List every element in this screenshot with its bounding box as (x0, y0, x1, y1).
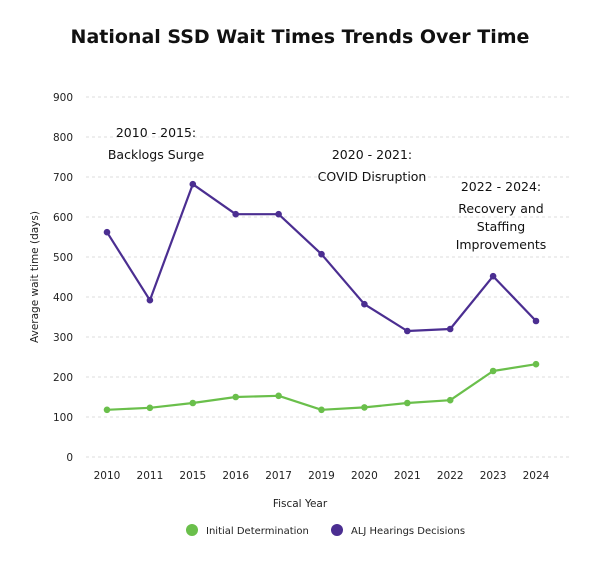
x-tick-label: 2010 (94, 470, 121, 482)
x-tick-label: 2019 (308, 470, 335, 482)
series-line (106, 363, 537, 411)
data-point (318, 250, 325, 258)
data-point (189, 399, 197, 407)
y-tick-label: 800 (53, 132, 73, 144)
data-point (103, 406, 111, 414)
y-tick-label: 100 (53, 412, 73, 424)
legend-swatch (331, 524, 343, 536)
annotation-line: 2022 - 2024: (461, 179, 541, 194)
data-point (532, 360, 540, 368)
data-point (146, 404, 154, 412)
annotation: 2020 - 2021: COVID Disruption (318, 147, 427, 184)
annotation-line: Backlogs Surge (108, 147, 205, 162)
y-axis-ticks: 0 100 200 300 400 500 600 700 800 900 (53, 92, 73, 464)
series (103, 180, 540, 414)
x-axis-ticks: 2010 2011 2015 2016 2017 2019 2020 2021 2022 2023… (94, 470, 550, 482)
x-axis-label: Fiscal Year (273, 498, 328, 510)
annotation-line: Staffing (477, 219, 525, 234)
data-point (275, 210, 282, 218)
chart-title: National SSD Wait Times Trends Over Time (71, 26, 530, 48)
data-point (232, 393, 239, 401)
legend-item: ALJ Hearings Decisions (331, 524, 465, 537)
legend: Initial Determination ALJ Hearings Decisi… (186, 524, 465, 537)
x-tick-label: 2021 (394, 470, 421, 482)
y-tick-label: 600 (53, 212, 73, 224)
data-point (232, 210, 239, 218)
x-tick-label: 2015 (179, 470, 206, 482)
x-tick-label: 2017 (265, 470, 292, 482)
x-tick-label: 2022 (437, 470, 464, 482)
legend-item: Initial Determination (186, 524, 309, 537)
y-tick-label: 200 (53, 372, 73, 384)
data-point (361, 404, 368, 411)
y-tick-label: 700 (53, 172, 73, 184)
legend-swatch (186, 524, 198, 536)
data-point (489, 367, 497, 375)
data-point (361, 300, 368, 308)
data-point (489, 272, 497, 280)
annotation-line: 2020 - 2021: (332, 147, 412, 162)
legend-label: Initial Determination (206, 526, 309, 537)
data-point (318, 406, 325, 414)
data-point (103, 228, 111, 236)
series-alj-hearings-decisions (103, 180, 540, 335)
data-point (189, 180, 197, 188)
data-point (446, 325, 454, 333)
annotation-line: 2010 - 2015: (116, 125, 196, 140)
data-point (146, 296, 154, 304)
x-tick-label: 2024 (523, 470, 550, 482)
annotation-line: Recovery and (458, 201, 543, 216)
annotation: 2022 - 2024: Recovery and Staffing Improvem… (456, 179, 547, 252)
y-tick-label: 400 (53, 292, 73, 304)
annotation-line: COVID Disruption (318, 169, 427, 184)
data-point (404, 399, 411, 407)
y-tick-label: 500 (53, 252, 73, 264)
annotations: 2010 - 2015: Backlogs Surge 2020 - 2021: CO… (108, 125, 546, 252)
x-tick-label: 2023 (480, 470, 507, 482)
annotation: 2010 - 2015: Backlogs Surge (108, 125, 205, 162)
annotation-line: Improvements (456, 237, 547, 252)
x-tick-label: 2016 (222, 470, 249, 482)
y-tick-label: 0 (66, 452, 73, 464)
y-axis-label: Average wait time (days) (29, 211, 41, 343)
x-tick-label: 2011 (137, 470, 164, 482)
data-point (275, 392, 282, 400)
y-tick-label: 900 (53, 92, 73, 104)
gridlines (86, 96, 572, 458)
data-point (532, 317, 540, 325)
x-tick-label: 2020 (351, 470, 378, 482)
legend-label: ALJ Hearings Decisions (351, 526, 465, 537)
series-initial-determination (103, 360, 540, 414)
data-point (404, 327, 411, 335)
y-tick-label: 300 (53, 332, 73, 344)
data-point (446, 396, 454, 404)
